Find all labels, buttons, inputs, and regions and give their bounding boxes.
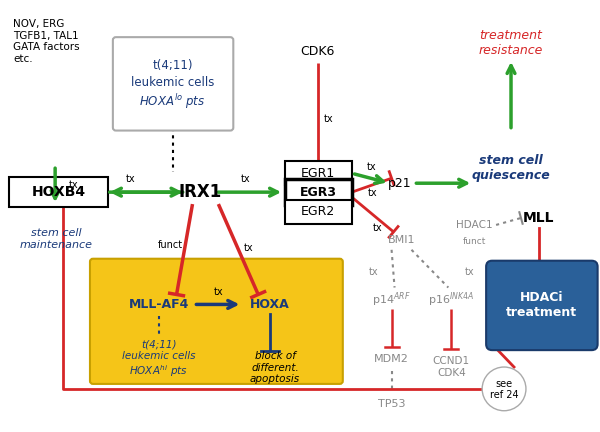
Text: tx: tx (214, 287, 223, 298)
Text: HDACi
treatment: HDACi treatment (506, 292, 577, 319)
Text: CDK6: CDK6 (301, 44, 335, 57)
Text: tx: tx (368, 188, 377, 198)
Text: funct: funct (158, 240, 183, 250)
Text: see: see (496, 379, 512, 389)
FancyBboxPatch shape (285, 162, 352, 185)
Text: MLL-AF4: MLL-AF4 (128, 298, 189, 311)
Text: HDAC1: HDAC1 (456, 220, 493, 230)
Text: EGR3: EGR3 (299, 186, 337, 199)
Text: p21: p21 (388, 177, 412, 190)
FancyBboxPatch shape (486, 260, 598, 350)
Text: tx: tx (69, 180, 79, 190)
Text: stem cell
maintenance: stem cell maintenance (20, 228, 92, 250)
Text: stem cell
quiescence: stem cell quiescence (472, 154, 550, 182)
FancyBboxPatch shape (113, 37, 233, 130)
Text: tx: tx (464, 267, 474, 276)
Text: $HOXA^{lo}$ pts: $HOXA^{lo}$ pts (139, 92, 206, 111)
FancyBboxPatch shape (90, 259, 343, 384)
Text: p14$^{ARF}$: p14$^{ARF}$ (372, 290, 411, 309)
Text: MDM2: MDM2 (374, 354, 409, 364)
Text: EGR2: EGR2 (301, 204, 335, 218)
Text: funct: funct (463, 237, 486, 246)
Text: BMI1: BMI1 (388, 235, 415, 245)
Text: MLL: MLL (523, 211, 554, 225)
Text: TP53: TP53 (378, 399, 406, 409)
Text: tx: tx (369, 267, 379, 276)
Text: tx: tx (241, 174, 250, 184)
Text: ref 24: ref 24 (490, 390, 518, 400)
Text: t(4;11): t(4;11) (152, 60, 193, 73)
Text: NOV, ERG
TGFB1, TAL1
GATA factors
etc.: NOV, ERG TGFB1, TAL1 GATA factors etc. (13, 19, 80, 64)
Text: IRX1: IRX1 (179, 183, 222, 201)
Text: tx: tx (373, 223, 382, 233)
Text: tx: tx (126, 174, 136, 184)
FancyBboxPatch shape (285, 200, 352, 224)
Text: CCND1
CDK4: CCND1 CDK4 (433, 356, 470, 378)
Text: EGR1: EGR1 (301, 167, 335, 180)
Text: leukemic cells: leukemic cells (131, 76, 214, 89)
Text: t(4;11)
leukemic cells
$HOXA^{hi}$ pts: t(4;11) leukemic cells $HOXA^{hi}$ pts (122, 339, 196, 379)
Text: tx: tx (367, 162, 376, 172)
Text: p16$^{INK4A}$: p16$^{INK4A}$ (428, 290, 475, 309)
Text: HOXB4: HOXB4 (32, 185, 86, 199)
Circle shape (482, 367, 526, 411)
Text: HOXA: HOXA (250, 298, 290, 311)
Text: treatment
resistance: treatment resistance (479, 29, 543, 57)
Text: tx: tx (324, 114, 334, 124)
Text: block of
different.
apoptosis: block of different. apoptosis (250, 351, 300, 384)
FancyBboxPatch shape (285, 179, 352, 205)
Text: tx: tx (244, 243, 253, 253)
FancyBboxPatch shape (10, 177, 108, 207)
